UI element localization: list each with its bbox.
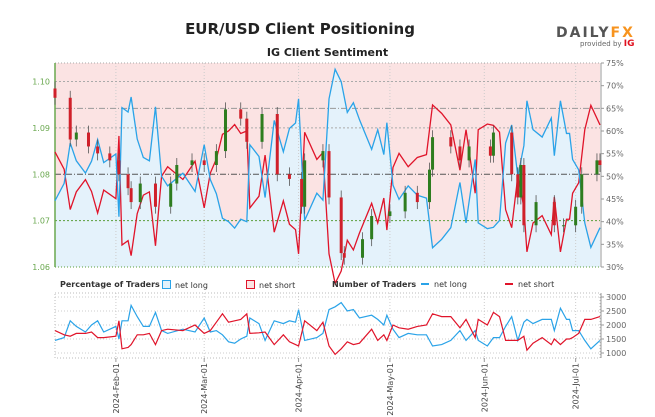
legend-swatch-short xyxy=(246,280,255,289)
candle-body xyxy=(108,153,112,161)
candle-body xyxy=(117,160,121,175)
candle-body xyxy=(552,202,556,226)
candle-body xyxy=(458,146,462,161)
pct-tick-label: 35% xyxy=(606,240,624,249)
candle-body xyxy=(510,132,514,175)
pct-tick-label: 65% xyxy=(606,104,624,113)
logo-fx: FX xyxy=(610,25,635,41)
chart-subtitle: IG Client Sentiment xyxy=(266,46,389,59)
candle-body xyxy=(239,109,243,119)
candle-body xyxy=(214,151,218,165)
legend-pct-title: Percentage of Traders xyxy=(60,280,160,289)
count-tick-label: 2000 xyxy=(606,321,626,330)
candle-body xyxy=(224,109,228,152)
candle-body xyxy=(342,253,346,258)
candle-body xyxy=(287,174,291,179)
candle-body xyxy=(449,137,453,147)
pct-tick-label: 55% xyxy=(606,150,624,159)
candle-body xyxy=(138,183,142,203)
candle-body xyxy=(202,160,206,165)
candle-body xyxy=(260,114,264,142)
candle-body xyxy=(580,174,584,207)
candle-body xyxy=(86,132,90,147)
legend-swatch-long xyxy=(162,280,171,289)
candle-body xyxy=(129,188,133,203)
chart-title: EUR/USD Client Positioning xyxy=(185,20,415,38)
candle-body xyxy=(361,239,365,258)
candle-body xyxy=(427,169,431,203)
candle-body xyxy=(275,114,279,175)
candle-body xyxy=(561,225,565,227)
legend-num-long: net long xyxy=(421,280,467,289)
logo-provided-by: provided by IG xyxy=(580,39,635,49)
date-tick-label: 2024-Feb-01 xyxy=(112,363,121,413)
candle-body xyxy=(522,165,526,226)
candle-body xyxy=(169,183,173,207)
candle-body xyxy=(467,146,471,161)
price-tick-label: 1.06 xyxy=(32,263,50,272)
candle-body xyxy=(327,151,331,198)
pct-tick-label: 50% xyxy=(606,172,624,181)
candle-body xyxy=(68,97,72,140)
candle-body xyxy=(96,146,100,154)
candle-body xyxy=(415,192,419,203)
candle-body xyxy=(153,183,157,207)
candle-body xyxy=(534,202,538,226)
legend-num-short: net short xyxy=(505,280,554,289)
pct-tick-label: 40% xyxy=(606,218,624,227)
count-tick-label: 1500 xyxy=(606,335,626,344)
count-plot-frame xyxy=(54,292,601,359)
candle-body xyxy=(53,88,57,98)
net-short-count-line xyxy=(54,311,601,356)
net-long-area xyxy=(55,69,600,267)
candle-body xyxy=(126,174,130,189)
date-tick-label: 2024-Jun-01 xyxy=(480,363,489,412)
candle-body xyxy=(516,174,520,198)
price-tick-label: 1.10 xyxy=(32,78,50,87)
legend-num-title: Number of Traders xyxy=(332,280,417,289)
candle-body xyxy=(339,197,343,254)
price-tick-label: 1.08 xyxy=(32,170,50,179)
date-tick-label: 2024-Jul-01 xyxy=(572,363,581,409)
candle-body xyxy=(595,160,599,175)
legend-pct-short: net short xyxy=(246,280,295,290)
pct-tick-label: 45% xyxy=(606,195,624,204)
candle-body xyxy=(574,206,578,226)
candle-body xyxy=(431,137,435,170)
candle-body xyxy=(370,216,374,240)
count-tick-label: 1000 xyxy=(606,349,626,358)
net-long-count-line xyxy=(54,301,601,350)
pct-tick-label: 60% xyxy=(606,127,624,136)
candle-body xyxy=(598,160,602,165)
date-tick-label: 2024-May-01 xyxy=(386,363,395,416)
candle-body xyxy=(175,165,179,184)
dailyfx-logo: DAILYFX provided by IG xyxy=(556,22,635,49)
legend-line-long xyxy=(421,283,429,285)
candle-body xyxy=(519,165,523,198)
candle-body xyxy=(488,146,492,156)
legend-line-short xyxy=(505,283,513,285)
candle-body xyxy=(190,160,194,165)
candle-body xyxy=(303,160,307,207)
pct-tick-label: 70% xyxy=(606,82,624,91)
candle-body xyxy=(245,118,249,142)
pct-tick-label: 75% xyxy=(606,59,624,68)
date-tick-label: 2024-Apr-01 xyxy=(295,363,304,412)
price-tick-label: 1.07 xyxy=(32,217,50,226)
candle-body xyxy=(74,132,78,140)
candle-body xyxy=(388,211,392,216)
date-tick-label: 2024-Mar-01 xyxy=(200,363,209,414)
pct-tick-label: 30% xyxy=(606,263,624,272)
candle-body xyxy=(403,192,407,212)
candle-body xyxy=(491,132,495,156)
candle-body xyxy=(300,178,304,207)
count-tick-label: 2500 xyxy=(606,307,626,316)
price-tick-label: 1.09 xyxy=(32,124,50,133)
count-tick-label: 3000 xyxy=(606,293,626,302)
logo-daily: DAILY xyxy=(556,25,611,41)
legend-pct-long: net long xyxy=(162,280,208,290)
candle-body xyxy=(321,151,325,161)
